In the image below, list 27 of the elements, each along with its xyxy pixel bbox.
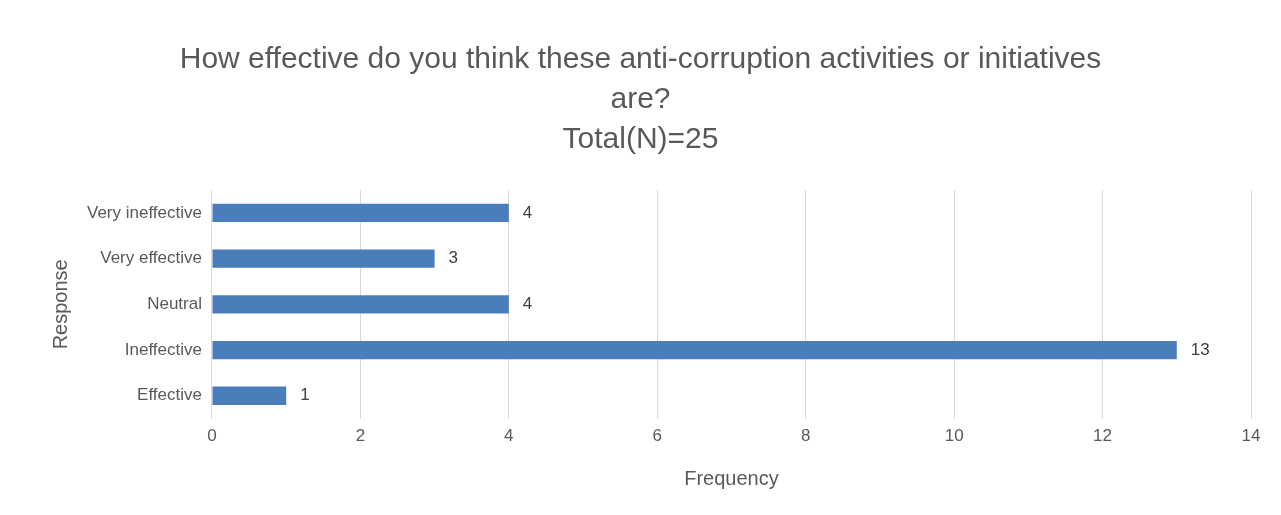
bar [212, 340, 1177, 360]
chart-subtitle: Total(N)=25 [561, 120, 720, 156]
x-tick-label: 8 [800, 426, 811, 446]
y-tick-label: Very effective [100, 248, 202, 268]
y-tick-label: Neutral [147, 293, 202, 313]
data-label: 13 [1190, 339, 1210, 359]
data-label: 4 [522, 202, 533, 222]
x-tick-label: 0 [207, 426, 217, 446]
x-tick-label: 10 [944, 426, 964, 446]
chart-title: How effective do you think these anti-corruption activities or initiatives are? [178, 40, 1103, 116]
data-label: 3 [448, 248, 459, 268]
data-label: 4 [522, 293, 533, 313]
bar [212, 203, 509, 222]
bar [212, 295, 509, 314]
data-label: 1 [300, 385, 310, 405]
x-tick-label: 4 [504, 426, 514, 446]
y-tick-label: Very ineffective [86, 202, 202, 222]
x-tick-label: 2 [355, 426, 366, 446]
y-tick-label: Effective [137, 385, 202, 405]
bar [212, 386, 287, 405]
bar [212, 249, 435, 268]
y-axis-title: Response [48, 259, 71, 350]
x-tick-label: 14 [1241, 426, 1261, 446]
x-tick-label: 6 [652, 426, 663, 446]
x-tick-label: 12 [1093, 426, 1113, 446]
x-axis-title: Frequency [684, 466, 779, 489]
y-tick-label: Ineffective [124, 339, 202, 359]
